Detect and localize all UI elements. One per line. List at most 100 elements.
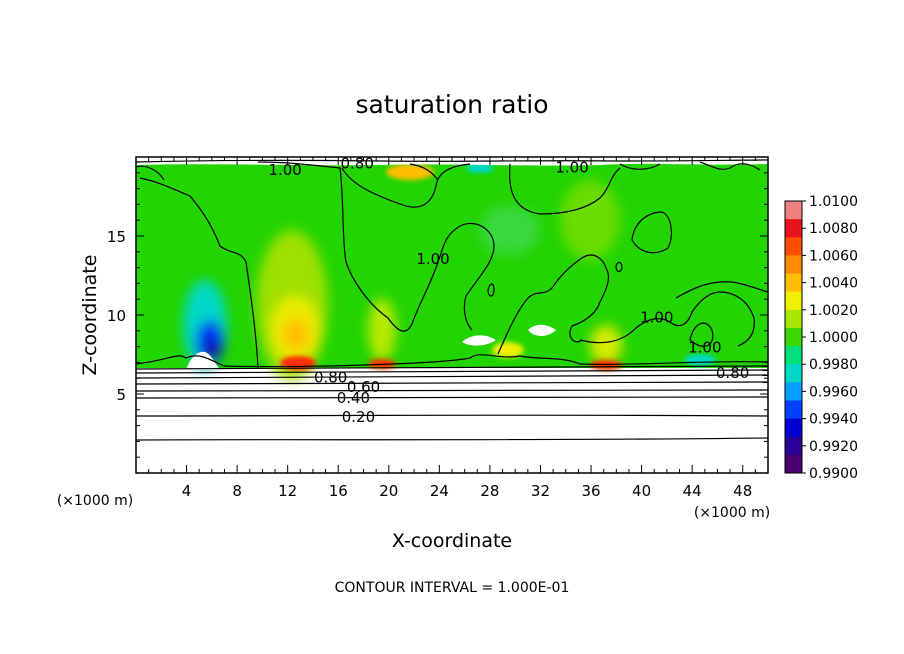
y-axis-label: Z-coordinate bbox=[79, 255, 101, 376]
x-tick-label: 8 bbox=[232, 482, 242, 500]
colorbar-label: 1.0060 bbox=[809, 248, 858, 264]
contour-top-1 bbox=[136, 159, 768, 163]
colorbar-label: 0.9980 bbox=[809, 357, 858, 373]
contour-1.00-a bbox=[139, 177, 259, 369]
x-tick-label: 36 bbox=[581, 482, 600, 500]
contour-0.50 bbox=[136, 389, 768, 392]
contour-label: 1.00 bbox=[640, 309, 673, 327]
colorbar-swatch bbox=[785, 219, 802, 238]
warm-plume-37 bbox=[590, 325, 622, 365]
dry-patch-27 bbox=[480, 205, 540, 255]
colorbar-label: 0.9900 bbox=[809, 466, 858, 482]
red-spot-37 bbox=[590, 360, 622, 370]
contour-1.00-g bbox=[579, 291, 755, 347]
contour-1.00-d bbox=[508, 163, 621, 215]
colorbar-label: 1.0020 bbox=[809, 303, 858, 319]
contour-label: 0.20 bbox=[342, 408, 375, 426]
x-axis-unit: (×1000 m) bbox=[694, 505, 770, 521]
x-tick-label: 28 bbox=[480, 482, 499, 500]
contour-top-3 bbox=[699, 161, 761, 171]
cyan-patch-44 bbox=[684, 354, 716, 366]
x-axis-label: X-coordinate bbox=[392, 530, 512, 552]
contour-0.40 bbox=[136, 396, 768, 399]
y-axis-unit: (×1000 m) bbox=[57, 493, 133, 509]
y-tick-label: 5 bbox=[116, 386, 126, 404]
contour-1.00-h bbox=[675, 281, 768, 299]
contour-top-2 bbox=[136, 163, 661, 181]
x-tick-label: 32 bbox=[531, 482, 550, 500]
x-tick-label: 16 bbox=[329, 482, 348, 500]
contour-1.00-j bbox=[615, 261, 623, 273]
colorbar-swatch bbox=[785, 309, 802, 329]
colorbar-swatch bbox=[785, 400, 802, 420]
contour-0.60 bbox=[136, 381, 768, 385]
contour-0.20 bbox=[136, 437, 768, 441]
colorbar-swatch bbox=[785, 364, 802, 383]
colorbar-swatch bbox=[785, 454, 802, 474]
contour-inversion bbox=[136, 354, 768, 368]
contour-0.30 bbox=[136, 414, 768, 417]
yellow-patch-29 bbox=[492, 342, 524, 358]
colorbar-label: 0.9920 bbox=[809, 439, 858, 455]
y-axis: 5 10 15 bbox=[107, 172, 768, 458]
plot-area: 0.801.00 1.001.001.001.000.800.600.400.20… bbox=[136, 155, 768, 473]
contour-1.00-k bbox=[689, 322, 714, 347]
top-cyan-27 bbox=[466, 163, 494, 173]
contour-0.90 bbox=[136, 365, 768, 370]
y-tick-label: 10 bbox=[107, 307, 126, 325]
field-base bbox=[136, 162, 768, 368]
colorbar-swatch bbox=[785, 291, 802, 311]
colorbar-swatch bbox=[785, 201, 802, 220]
colorbar-label: 1.0100 bbox=[809, 194, 858, 210]
contour-1.00-f bbox=[497, 254, 610, 355]
y-tick-label: 15 bbox=[107, 228, 126, 246]
x-tick-label: 40 bbox=[632, 482, 651, 500]
contour-label: 1.00 bbox=[268, 161, 301, 179]
colorbar-swatch bbox=[785, 327, 802, 347]
colorbar-label: 1.0000 bbox=[809, 330, 858, 346]
colorbar-label: 0.9960 bbox=[809, 384, 858, 400]
warm-patch-38 bbox=[560, 180, 620, 260]
colorbar-swatch bbox=[785, 346, 802, 365]
contour-1.00-c bbox=[341, 163, 471, 208]
contour-lines bbox=[136, 159, 768, 441]
contour-label: 0.80 bbox=[340, 155, 373, 173]
x-tick-label: 44 bbox=[683, 482, 702, 500]
contour-label: 0.80 bbox=[314, 369, 347, 387]
field-features bbox=[183, 180, 622, 380]
white-gap-32 bbox=[528, 324, 556, 336]
contour-label: 1.00 bbox=[416, 250, 449, 268]
contour-1.00-e bbox=[631, 211, 672, 254]
colorbar-swatch bbox=[785, 237, 802, 256]
x-tick-label: 4 bbox=[182, 482, 192, 500]
contour-0.70 bbox=[136, 374, 768, 379]
warm-plume-20 bbox=[368, 298, 396, 362]
contour-1.00-i bbox=[487, 283, 495, 297]
x-axis: 4 8 12 16 20 24 28 32 36 40 44 48 bbox=[148, 157, 756, 500]
chart-title: saturation ratio bbox=[355, 90, 548, 119]
colorbar: 1.0100 1.0080 1.0060 1.0040 1.0020 1.0000 0.99… bbox=[784, 194, 858, 482]
colorbar-label: 0.9940 bbox=[809, 412, 858, 428]
x-tick-label: 24 bbox=[430, 482, 449, 500]
contour-label: 0.80 bbox=[716, 364, 749, 382]
x-tick-label: 20 bbox=[379, 482, 398, 500]
contour-1.00-b bbox=[257, 161, 495, 332]
x-tick-label: 48 bbox=[733, 482, 752, 500]
colorbar-swatch bbox=[785, 418, 802, 438]
colorbar-swatch bbox=[785, 273, 802, 293]
contour-interval-note: CONTOUR INTERVAL = 1.000E-01 bbox=[335, 580, 570, 596]
contour-label: 0.40 bbox=[337, 389, 370, 407]
x-tick-label: 12 bbox=[278, 482, 297, 500]
contour-label: 1.00 bbox=[688, 339, 721, 357]
colorbar-swatch bbox=[785, 382, 802, 401]
white-gap-30 bbox=[462, 335, 496, 346]
colorbar-label: 1.0040 bbox=[809, 276, 858, 292]
colorbar-swatch bbox=[785, 255, 802, 275]
contour-label: 0.60 bbox=[347, 378, 380, 396]
colorbar-label: 1.0080 bbox=[809, 221, 858, 237]
warm-core-12b bbox=[283, 318, 309, 350]
colorbar-swatch bbox=[785, 436, 802, 456]
contour-label: 1.00 bbox=[555, 158, 588, 176]
top-warm-20 bbox=[386, 164, 434, 180]
